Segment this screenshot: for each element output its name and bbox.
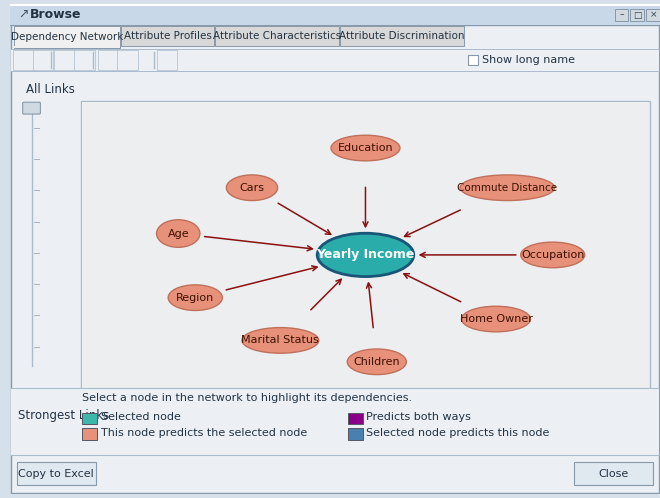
FancyBboxPatch shape [340,26,464,46]
Ellipse shape [156,220,200,248]
Text: Predicts both ways: Predicts both ways [366,412,471,422]
Text: ↗: ↗ [18,8,28,21]
Text: Select a node in the network to highlight its dependencies.: Select a node in the network to highligh… [82,393,412,403]
Text: –: – [619,10,624,19]
FancyBboxPatch shape [614,8,628,21]
Text: Attribute Characteristics: Attribute Characteristics [213,31,341,41]
Text: Age: Age [168,229,189,239]
Ellipse shape [317,233,414,276]
Text: Show long name: Show long name [482,55,575,65]
Ellipse shape [347,349,407,374]
Text: Cars: Cars [240,183,265,193]
Text: Dependency Network: Dependency Network [11,32,123,42]
Text: Attribute Discrimination: Attribute Discrimination [339,31,465,41]
Text: Close: Close [599,469,629,479]
Text: This node predicts the selected node: This node predicts the selected node [100,428,307,438]
FancyBboxPatch shape [32,50,53,70]
FancyBboxPatch shape [11,388,659,455]
Text: Strongest Links: Strongest Links [18,409,109,422]
FancyBboxPatch shape [22,102,40,114]
Ellipse shape [461,306,531,332]
Text: □: □ [633,10,642,19]
FancyBboxPatch shape [348,412,362,424]
FancyBboxPatch shape [14,46,120,48]
Ellipse shape [460,175,554,201]
Text: Region: Region [176,293,214,303]
Text: Selected node: Selected node [100,412,180,422]
FancyBboxPatch shape [646,8,660,21]
FancyBboxPatch shape [156,50,178,70]
FancyBboxPatch shape [16,462,96,486]
FancyBboxPatch shape [82,412,96,424]
Text: Commute Distance: Commute Distance [457,183,558,193]
Text: Children: Children [354,357,400,367]
Text: Browse: Browse [30,8,81,21]
FancyBboxPatch shape [214,26,339,46]
Text: Copy to Excel: Copy to Excel [18,469,94,479]
FancyBboxPatch shape [13,50,34,70]
FancyBboxPatch shape [121,26,214,46]
Text: Marital Status: Marital Status [242,336,319,346]
Text: Selected node predicts this node: Selected node predicts this node [366,428,550,438]
Ellipse shape [226,175,278,201]
FancyBboxPatch shape [14,26,120,48]
FancyBboxPatch shape [54,50,75,70]
FancyBboxPatch shape [468,55,478,65]
Text: Education: Education [338,143,393,153]
FancyBboxPatch shape [10,3,660,25]
Text: Home Owner: Home Owner [459,314,533,324]
FancyBboxPatch shape [81,101,650,408]
Text: Attribute Profiles: Attribute Profiles [123,31,211,41]
FancyBboxPatch shape [82,102,649,407]
Ellipse shape [242,328,319,353]
FancyBboxPatch shape [11,49,659,71]
Ellipse shape [521,242,585,268]
Text: Occupation: Occupation [521,250,584,260]
FancyBboxPatch shape [574,462,653,486]
FancyBboxPatch shape [348,428,362,440]
Ellipse shape [168,285,222,310]
FancyBboxPatch shape [117,50,138,70]
Text: Yearly Income: Yearly Income [316,249,414,261]
FancyBboxPatch shape [11,25,659,494]
Ellipse shape [331,135,400,161]
FancyBboxPatch shape [98,50,118,70]
Text: All Links: All Links [26,83,75,96]
FancyBboxPatch shape [82,428,96,440]
FancyBboxPatch shape [74,50,94,70]
Text: ×: × [649,10,657,19]
FancyBboxPatch shape [630,8,644,21]
